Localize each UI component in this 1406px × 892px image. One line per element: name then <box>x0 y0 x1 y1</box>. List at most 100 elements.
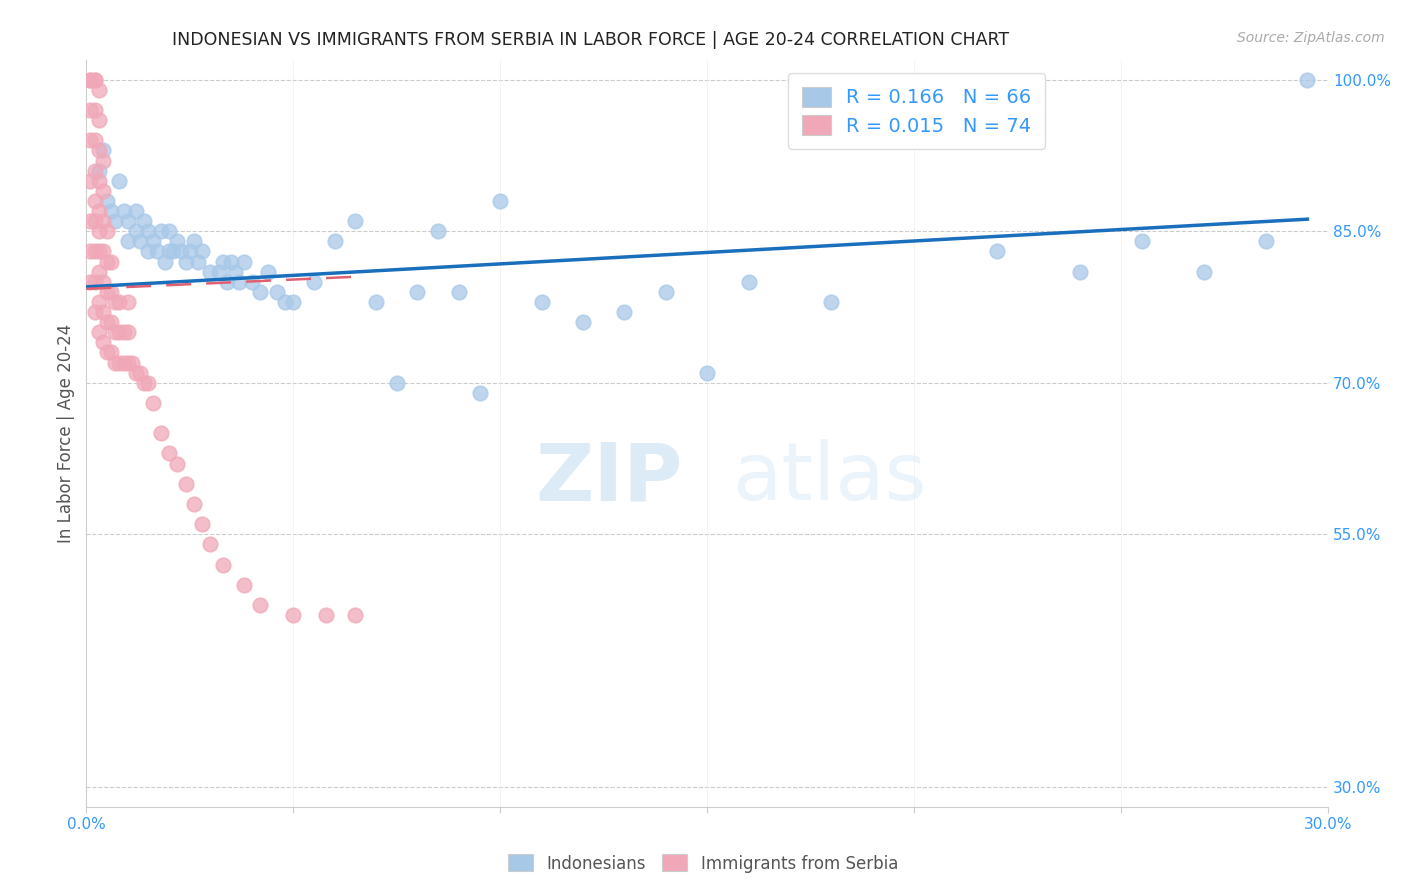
Point <box>157 446 180 460</box>
Point <box>149 224 172 238</box>
Point <box>129 235 152 249</box>
Text: INDONESIAN VS IMMIGRANTS FROM SERBIA IN LABOR FORCE | AGE 20-24 CORRELATION CHAR: INDONESIAN VS IMMIGRANTS FROM SERBIA IN … <box>172 31 1010 49</box>
Point <box>427 224 450 238</box>
Point <box>274 295 297 310</box>
Point <box>83 103 105 117</box>
Point <box>257 265 280 279</box>
Point <box>364 295 387 310</box>
Point <box>79 133 101 147</box>
Point <box>232 578 254 592</box>
Point <box>112 326 135 340</box>
Point <box>696 366 718 380</box>
Point <box>302 275 325 289</box>
Point <box>87 163 110 178</box>
Point <box>344 608 367 623</box>
Point <box>83 133 105 147</box>
Point <box>79 103 101 117</box>
Point <box>141 235 163 249</box>
Point <box>117 214 139 228</box>
Point <box>344 214 367 228</box>
Point <box>141 396 163 410</box>
Point <box>1254 235 1277 249</box>
Point <box>489 194 512 208</box>
Y-axis label: In Labor Force | Age 20-24: In Labor Force | Age 20-24 <box>58 324 75 543</box>
Point <box>212 254 235 268</box>
Point <box>530 295 553 310</box>
Point <box>104 326 127 340</box>
Point <box>117 326 139 340</box>
Point <box>87 83 110 97</box>
Point <box>737 275 759 289</box>
Point <box>323 235 346 249</box>
Point <box>208 265 231 279</box>
Point <box>138 376 160 390</box>
Point <box>170 244 193 259</box>
Text: ZIP: ZIP <box>536 439 682 517</box>
Point <box>572 315 595 329</box>
Point <box>447 285 470 299</box>
Point <box>613 305 636 319</box>
Point <box>87 224 110 238</box>
Point <box>215 275 238 289</box>
Point <box>224 265 246 279</box>
Point <box>91 144 114 158</box>
Point <box>1296 72 1319 87</box>
Point <box>174 476 197 491</box>
Point <box>138 244 160 259</box>
Point <box>79 275 101 289</box>
Point <box>79 72 101 87</box>
Point <box>228 275 250 289</box>
Point <box>91 275 114 289</box>
Point <box>96 315 118 329</box>
Point <box>468 385 491 400</box>
Point <box>91 184 114 198</box>
Point <box>266 285 288 299</box>
Point <box>219 254 242 268</box>
Point <box>87 326 110 340</box>
Point <box>83 194 105 208</box>
Point <box>96 345 118 359</box>
Point <box>108 326 131 340</box>
Point <box>240 275 263 289</box>
Point <box>191 517 214 532</box>
Point <box>655 285 678 299</box>
Point <box>91 153 114 168</box>
Point <box>100 285 122 299</box>
Point <box>87 265 110 279</box>
Point <box>87 204 110 219</box>
Point <box>91 335 114 350</box>
Point <box>96 194 118 208</box>
Point <box>79 244 101 259</box>
Point <box>157 224 180 238</box>
Point <box>134 214 156 228</box>
Point <box>125 366 148 380</box>
Point <box>87 295 110 310</box>
Point <box>100 315 122 329</box>
Point <box>83 72 105 87</box>
Point <box>83 305 105 319</box>
Legend: R = 0.166   N = 66, R = 0.015   N = 74: R = 0.166 N = 66, R = 0.015 N = 74 <box>789 73 1045 149</box>
Point <box>83 214 105 228</box>
Point <box>166 235 188 249</box>
Point <box>1069 265 1091 279</box>
Point <box>79 174 101 188</box>
Text: atlas: atlas <box>733 439 927 517</box>
Point <box>83 275 105 289</box>
Point <box>125 224 148 238</box>
Point <box>91 244 114 259</box>
Point <box>83 244 105 259</box>
Point <box>87 174 110 188</box>
Point <box>174 254 197 268</box>
Point <box>96 285 118 299</box>
Point <box>100 254 122 268</box>
Point <box>385 376 408 390</box>
Point <box>83 163 105 178</box>
Point <box>79 72 101 87</box>
Point <box>179 244 201 259</box>
Point <box>406 285 429 299</box>
Point <box>117 355 139 369</box>
Point <box>96 254 118 268</box>
Point <box>125 204 148 219</box>
Point <box>249 285 271 299</box>
Point <box>145 244 167 259</box>
